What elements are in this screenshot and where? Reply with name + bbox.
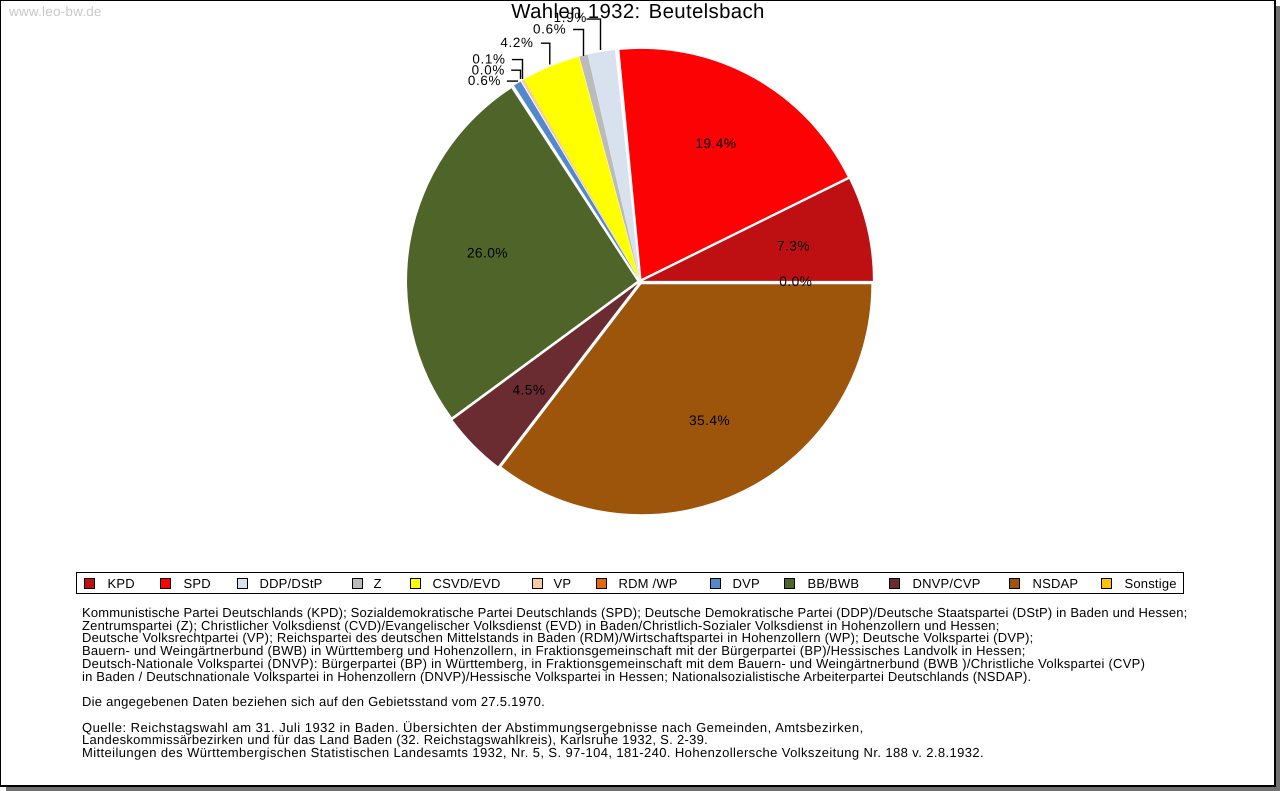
svg-text:0.1%: 0.1% xyxy=(472,52,505,67)
svg-text:0.6%: 0.6% xyxy=(533,22,566,37)
svg-text:4.2%: 4.2% xyxy=(500,35,533,50)
svg-text:1.9%: 1.9% xyxy=(554,10,587,25)
svg-text:0.0%: 0.0% xyxy=(472,62,505,77)
svg-text:35.4%: 35.4% xyxy=(689,413,730,428)
svg-text:26.0%: 26.0% xyxy=(467,246,508,261)
svg-text:19.4%: 19.4% xyxy=(695,136,736,151)
svg-text:4.5%: 4.5% xyxy=(512,382,545,397)
svg-text:7.3%: 7.3% xyxy=(777,238,810,253)
svg-text:0.0%: 0.0% xyxy=(779,274,812,289)
svg-text:0.6%: 0.6% xyxy=(468,73,501,88)
